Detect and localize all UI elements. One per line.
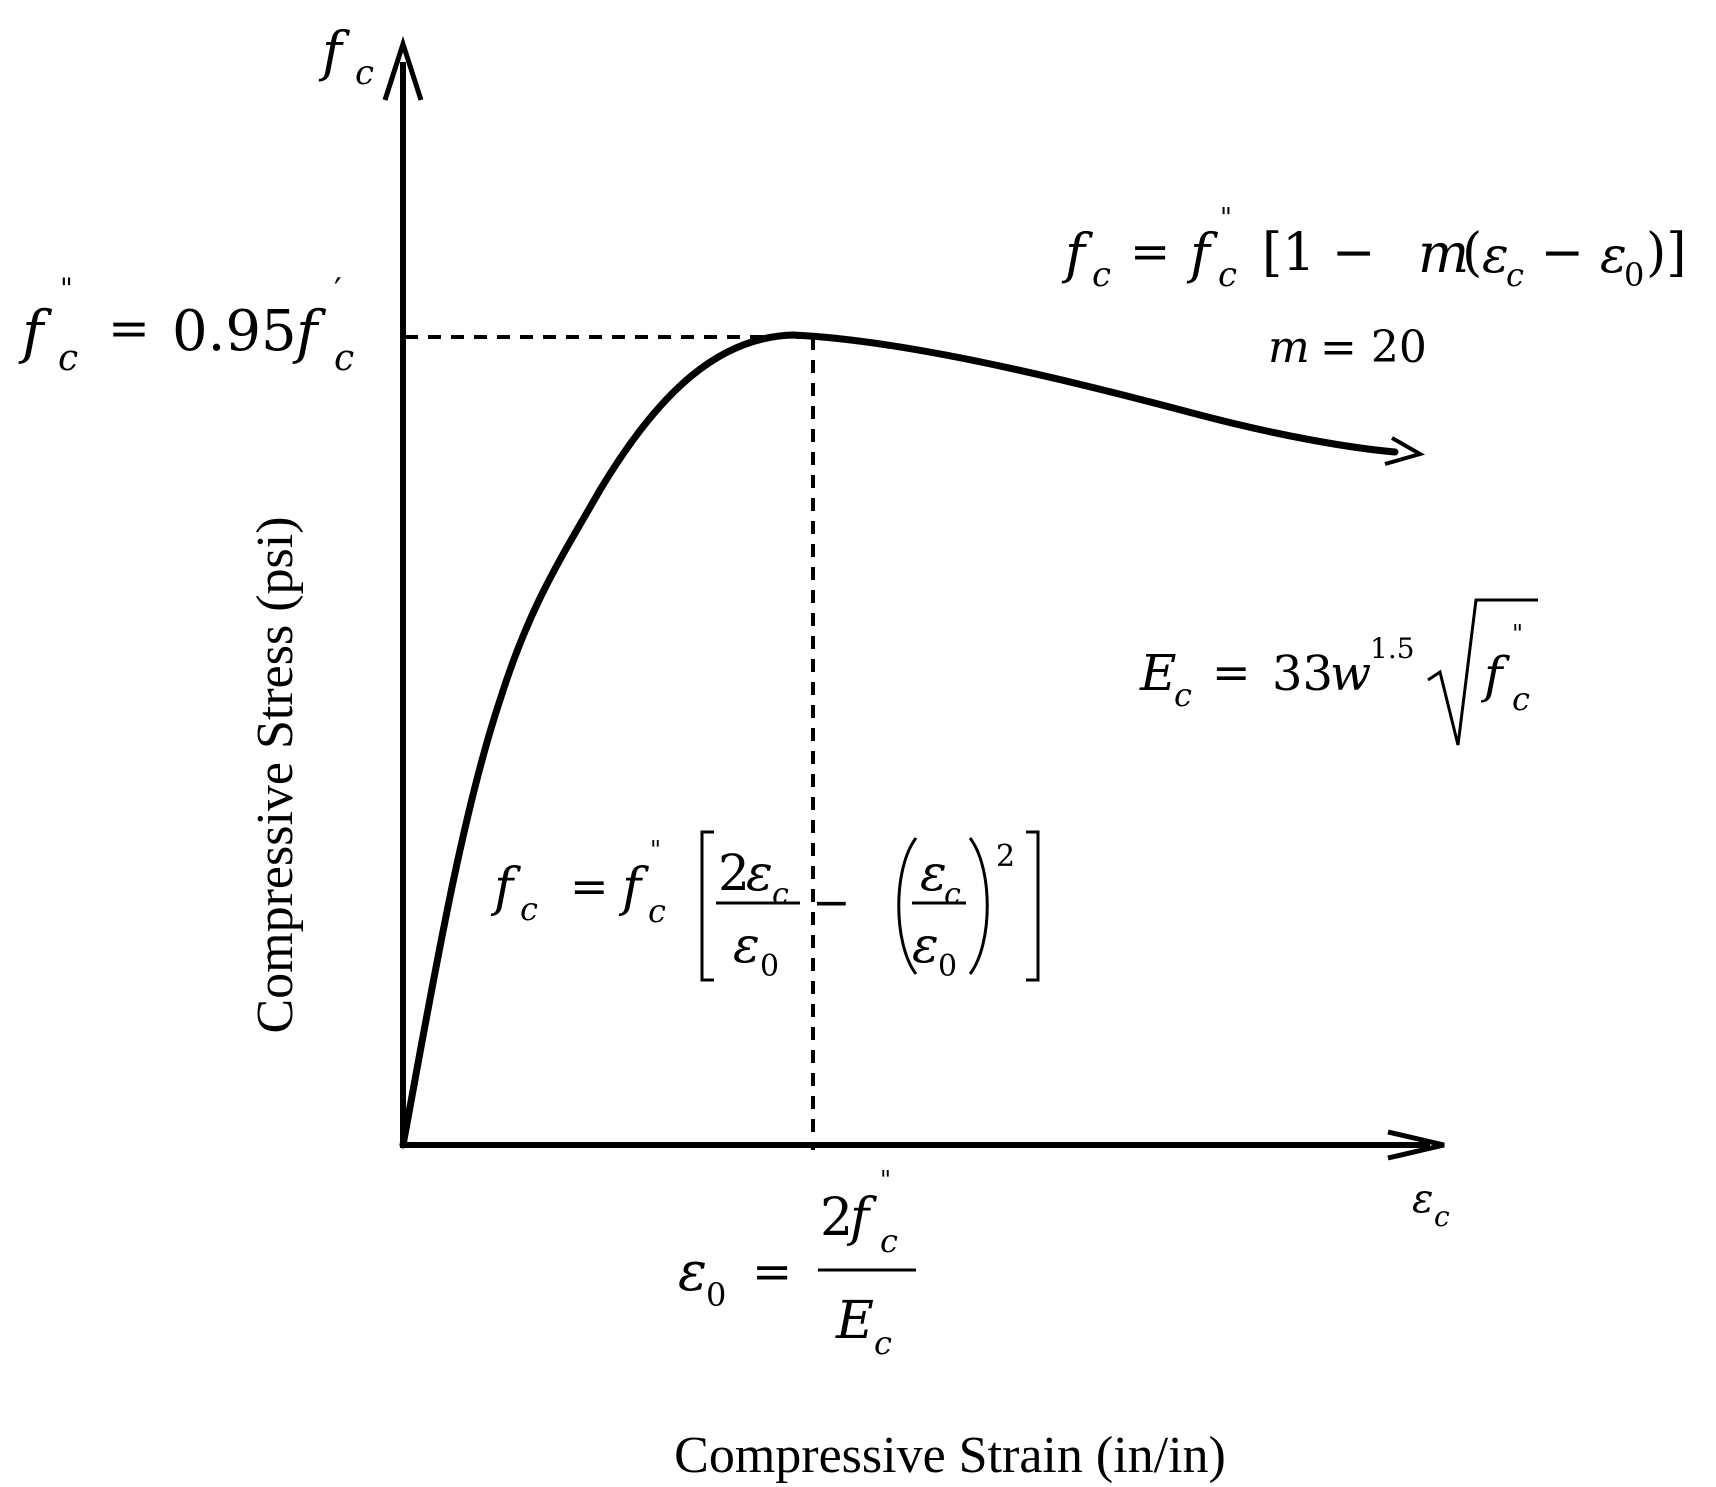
mod-w-exp: 1.5 — [1370, 632, 1415, 665]
ascending-branch-equation: f c = f " c 2 ε c ε 0 − ε c ε 0 2 — [490, 830, 1040, 984]
modulus-equation: E c = 33 w 1.5 f " c — [1139, 598, 1538, 746]
desc-eq: = — [1130, 224, 1170, 280]
asc-num1-coef: 2 — [718, 844, 750, 902]
mod-w: w — [1330, 646, 1371, 702]
x-axis-symbol: ε c — [1412, 1176, 1450, 1233]
desc-sub: c — [1218, 255, 1237, 295]
desc-double-prime: " — [1220, 203, 1232, 233]
x-axis-title: Compressive Strain (in/in) — [674, 1427, 1226, 1484]
asc-num2-eps: ε — [920, 844, 947, 902]
asc-den1-eps: ε — [733, 916, 760, 974]
desc-lhs-sub: c — [1092, 255, 1111, 295]
strain-num-sub: c — [880, 1222, 898, 1260]
asc-num2-sub: c — [944, 877, 961, 912]
mod-E: E — [1139, 644, 1177, 702]
desc-eps-0-sub: 0 — [1624, 256, 1644, 294]
peak-prime: ′ — [334, 271, 342, 311]
desc-eps-c-sub: c — [1506, 256, 1524, 294]
peak-eq: = — [108, 299, 150, 357]
peak-coef: 0.95 — [172, 299, 297, 364]
strain-den-E: E — [835, 1291, 874, 1351]
stress-strain-curve — [399, 331, 1399, 1149]
axes — [382, 35, 1445, 1161]
strain-num-double-prime: " — [880, 1166, 891, 1194]
descending-branch-equation: f c = f " c [1 − m ( ε c − ε 0 )] — [1061, 203, 1687, 295]
mod-E-sub: c — [1174, 676, 1192, 714]
mod-f: f — [1480, 646, 1510, 704]
x-axis-symbol-sub: c — [1434, 1200, 1450, 1233]
y-axis-title: Compressive Stress (psi) — [247, 516, 304, 1033]
peak-double-prime: " — [60, 272, 73, 305]
strain-eps: ε — [678, 1240, 707, 1303]
desc-eps-c: ε — [1482, 226, 1509, 284]
peak-sub2: c — [334, 338, 354, 379]
mod-sub: c — [1512, 680, 1530, 718]
asc-minus: − — [812, 875, 851, 929]
peak-f2: f — [292, 298, 327, 366]
peak-strain-equation: ε 0 = 2 f " c E c — [678, 1166, 916, 1362]
asc-eq: = — [570, 859, 609, 913]
asc-f: f — [618, 858, 649, 918]
strain-eps-sub: 0 — [706, 1276, 726, 1314]
asc-num1-sub: c — [772, 877, 789, 912]
m-symbol: m — [1268, 322, 1310, 373]
asc-right-paren — [968, 837, 989, 975]
strain-eq: = — [752, 1244, 792, 1300]
desc-eps-0: ε — [1600, 226, 1627, 284]
desc-lhs-f: f — [1061, 222, 1093, 285]
desc-close: )] — [1646, 223, 1687, 283]
peak-sub: c — [58, 338, 78, 379]
asc-den1-sub: 0 — [760, 949, 779, 984]
asc-right-bracket — [1026, 830, 1040, 982]
asc-num1-eps: ε — [746, 844, 773, 902]
asc-double-prime: " — [650, 836, 661, 864]
desc-minus: − — [1524, 223, 1601, 283]
sqrt-radical-sign — [1427, 598, 1538, 746]
m-value-label: m = 20 — [1268, 322, 1427, 373]
asc-den2-sub: 0 — [938, 949, 957, 984]
asc-lhs-sub: c — [520, 890, 538, 928]
peak-f: f — [18, 298, 53, 366]
y-axis-symbol: f c — [318, 20, 374, 93]
strain-num-coef: 2 — [820, 1188, 853, 1248]
y-axis-arrowhead — [382, 35, 424, 101]
m-rest: = 20 — [1306, 322, 1427, 373]
asc-left-bracket — [700, 830, 714, 982]
asc-exp: 2 — [996, 839, 1015, 874]
strain-den-sub: c — [874, 1324, 892, 1362]
asc-den2-eps: ε — [912, 916, 939, 974]
mod-eq: = — [1212, 645, 1251, 699]
x-axis-arrowhead — [1387, 1129, 1445, 1161]
desc-open: [1 − — [1262, 223, 1392, 283]
mod-coef: 33 — [1272, 646, 1333, 702]
desc-paren-open: ( — [1462, 223, 1482, 283]
strain-num-f: f — [846, 1188, 877, 1248]
asc-lhs-f: f — [490, 858, 521, 918]
desc-f: f — [1186, 222, 1218, 285]
peak-stress-label: f " c = 0.95 f ′ c — [18, 271, 354, 379]
mod-double-prime: " — [1512, 620, 1523, 648]
y-axis-symbol-sub: c — [355, 53, 374, 93]
x-axis-symbol-eps: ε — [1412, 1176, 1433, 1222]
asc-sub: c — [648, 892, 666, 930]
desc-m: m — [1418, 222, 1469, 285]
asc-left-paren — [897, 837, 918, 975]
y-axis-symbol-f: f — [318, 20, 350, 83]
curve-arrowhead — [1384, 436, 1426, 466]
